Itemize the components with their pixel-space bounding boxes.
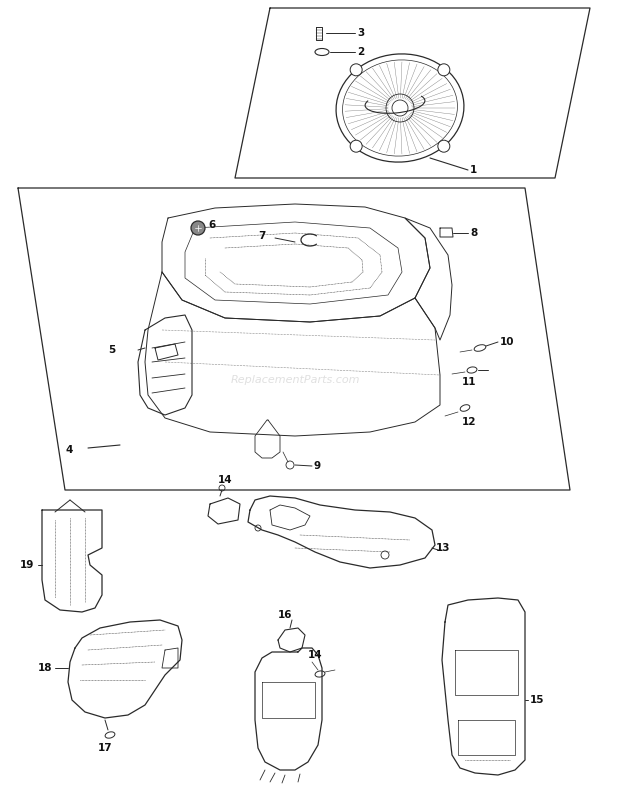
Text: ReplacementParts.com: ReplacementParts.com <box>230 375 360 385</box>
Text: 17: 17 <box>98 743 113 753</box>
Circle shape <box>350 140 362 152</box>
Text: 15: 15 <box>530 695 544 705</box>
Text: 12: 12 <box>462 417 477 427</box>
Text: 13: 13 <box>436 543 451 553</box>
Text: 8: 8 <box>470 228 477 238</box>
Circle shape <box>350 64 362 76</box>
Text: 19: 19 <box>20 560 34 570</box>
Circle shape <box>191 221 205 235</box>
Text: 5: 5 <box>108 345 115 355</box>
Text: 6: 6 <box>208 220 215 230</box>
Text: 16: 16 <box>278 610 293 620</box>
Text: 11: 11 <box>462 377 477 387</box>
Text: 18: 18 <box>38 663 53 673</box>
Text: 14: 14 <box>218 475 232 485</box>
Text: 1: 1 <box>470 165 477 175</box>
Circle shape <box>438 140 450 152</box>
Text: 3: 3 <box>357 28 365 38</box>
Text: 14: 14 <box>308 650 322 660</box>
Circle shape <box>438 64 450 76</box>
Text: 7: 7 <box>258 231 265 241</box>
Text: 4: 4 <box>65 445 73 455</box>
Text: 2: 2 <box>357 47 365 57</box>
Text: 10: 10 <box>500 337 515 347</box>
Text: 9: 9 <box>314 461 321 471</box>
